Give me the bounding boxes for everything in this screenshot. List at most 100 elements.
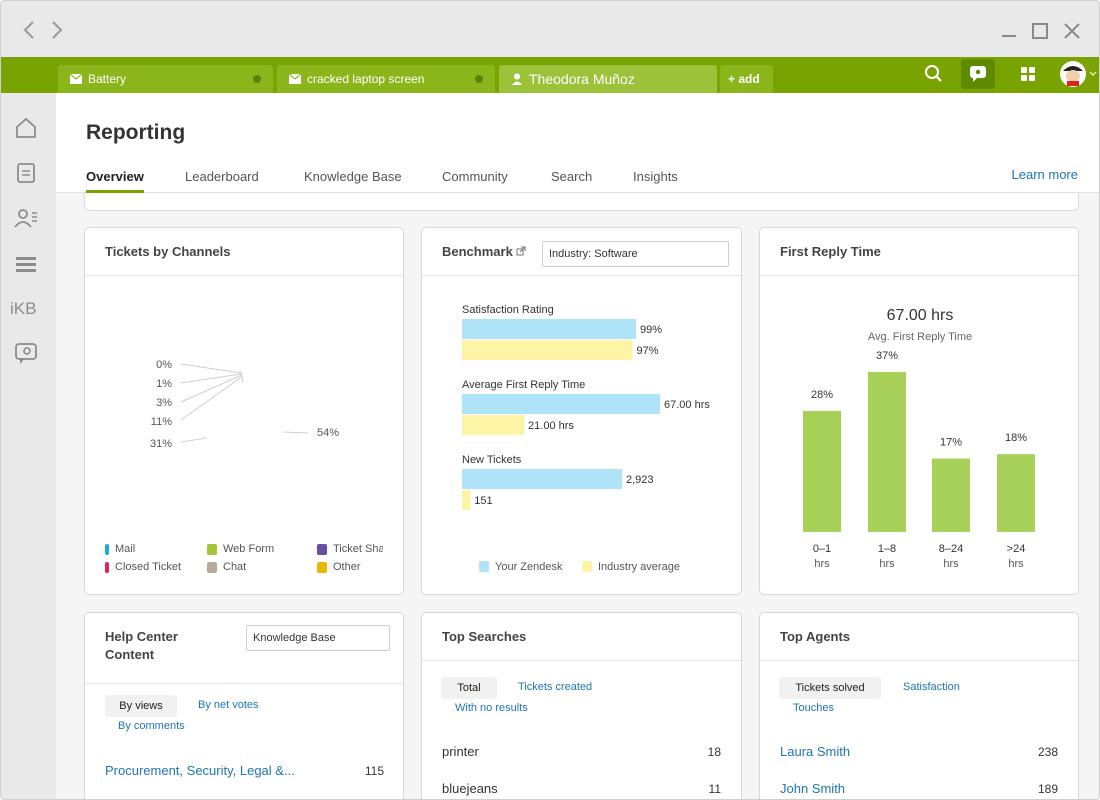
pie-leader-line: [180, 437, 208, 443]
first-reply-time-bar: [868, 372, 906, 532]
tickets-created-link[interactable]: Tickets created: [518, 681, 593, 693]
help-center-select[interactable]: Knowledge Base: [246, 625, 390, 651]
chat-icon[interactable]: [961, 59, 995, 89]
card-header: Top Searches: [422, 613, 741, 661]
first-reply-time-value-label: 28%: [811, 389, 833, 401]
apps-grid-icon[interactable]: [1011, 59, 1045, 89]
pie-leader-line: [180, 363, 242, 374]
first-reply-time-category-unit: hrs: [943, 558, 959, 570]
tab-search[interactable]: Search: [551, 169, 593, 184]
minimize-icon[interactable]: [999, 21, 1019, 41]
benchmark-category-label: Average First Reply Time: [462, 379, 585, 391]
external-link-icon[interactable]: [516, 246, 526, 256]
by-comments-link[interactable]: By comments: [118, 720, 185, 732]
first-reply-time-bar: [997, 454, 1035, 532]
legend-label-chat: Chat: [223, 561, 247, 573]
main-content: Reporting Overview Leaderboard Knowledge…: [56, 93, 1099, 799]
tab-label: cracked laptop screen: [307, 72, 425, 86]
tab-status-dot: [253, 75, 261, 83]
home-icon[interactable]: [13, 116, 39, 140]
tickets-solved-button[interactable]: Tickets solved: [779, 677, 881, 699]
search-term: bluejeans: [442, 781, 498, 796]
benchmark-category-label: Satisfaction Rating: [462, 304, 554, 316]
tab-knowledge-base[interactable]: Knowledge Base: [304, 169, 402, 184]
tickets-by-channels-card: Tickets by Channels 0% 1% 3% 11% 31% 54% Mail…: [84, 227, 404, 595]
by-views-button[interactable]: By views: [105, 695, 177, 717]
article-views: 115: [364, 764, 384, 778]
search-count: 11: [708, 782, 721, 796]
first-reply-time-category-unit: hrs: [879, 558, 895, 570]
ticket-tab-cracked-laptop-screen[interactable]: cracked laptop screen: [277, 65, 495, 93]
first-reply-time-category-label: >24: [1007, 543, 1026, 555]
total-button[interactable]: Total: [441, 677, 497, 699]
page-title: Reporting: [86, 121, 186, 144]
first-reply-time-category-unit: hrs: [1008, 558, 1024, 570]
collapsed-panel: [84, 193, 1079, 211]
legend-label-closed-ticket: Closed Ticket: [115, 561, 182, 573]
card-header: Help Center Content Knowledge Base: [85, 613, 403, 684]
search-icon[interactable]: [917, 59, 951, 89]
card-title: Help Center: [105, 629, 178, 644]
reporting-icon[interactable]: [13, 253, 39, 277]
top-searches-card: Top Searches Total Tickets created With …: [421, 612, 742, 799]
active-tab-indicator: [86, 190, 144, 193]
first-reply-time-category-label: 0–1: [813, 543, 831, 555]
tab-leaderboard[interactable]: Leaderboard: [185, 169, 259, 184]
mail-icon: [70, 74, 82, 84]
card-title: First Reply Time: [780, 244, 881, 259]
legend-label-industry-average: Industry average: [598, 561, 680, 573]
first-reply-time-value: 67.00 hrs: [886, 307, 954, 324]
with-no-results-link[interactable]: With no results: [455, 702, 528, 714]
article-link[interactable]: Procurement, Security, Legal &...: [105, 763, 295, 778]
forward-arrow-icon[interactable]: [49, 19, 65, 41]
legend-swatch-chat: [207, 562, 217, 573]
customers-icon[interactable]: [13, 206, 39, 230]
back-arrow-icon[interactable]: [21, 19, 37, 41]
views-icon[interactable]: [13, 161, 39, 185]
satisfaction-link[interactable]: Satisfaction: [903, 681, 960, 693]
card-header: First Reply Time: [760, 228, 1078, 276]
tab-insights[interactable]: Insights: [633, 169, 678, 184]
first-reply-time-value-label: 17%: [940, 436, 962, 448]
first-reply-time-value-label: 18%: [1005, 432, 1027, 444]
first-reply-time-bar: [803, 410, 841, 532]
knowledge-base-nav[interactable]: iKB: [10, 299, 37, 318]
learn-more-link[interactable]: Learn more: [1011, 167, 1078, 182]
pie-label: 11%: [151, 416, 172, 428]
tab-overview[interactable]: Overview: [86, 169, 144, 184]
benchmark-card: Benchmark Industry: Software Satisfactio…: [421, 227, 742, 595]
agent-count: 189: [1037, 782, 1058, 796]
avatar[interactable]: [1057, 59, 1099, 89]
benchmark-bar-industry-average: [462, 415, 525, 435]
benchmark-bar-your-zendesk: [462, 319, 636, 339]
agent-link[interactable]: John Smith: [780, 781, 846, 796]
add-tab-button[interactable]: + add: [720, 65, 773, 93]
legend-swatch-your-zendesk: [479, 561, 489, 572]
ticket-tab-battery[interactable]: Battery: [58, 65, 273, 93]
benchmark-value-label: 21.00 hrs: [528, 420, 574, 432]
by-net-votes-link[interactable]: By net votes: [198, 699, 259, 711]
tab-community[interactable]: Community: [442, 169, 508, 184]
user-icon: [512, 73, 522, 85]
touches-link[interactable]: Touches: [793, 702, 834, 714]
tab-label: Battery: [88, 72, 127, 86]
legend-swatch-industry-average: [582, 561, 592, 572]
agent-link[interactable]: Laura Smith: [780, 744, 851, 759]
legend-swatch-ticket-sharing: [317, 544, 327, 555]
industry-select[interactable]: Industry: Software: [542, 241, 729, 267]
maximize-icon[interactable]: [1030, 21, 1050, 41]
tab-status-dot: [475, 75, 483, 83]
legend-label-mail: Mail: [115, 543, 136, 555]
help-center-content-card: Help Center Content Knowledge Base By vi…: [84, 612, 404, 799]
benchmark-bar-industry-average: [462, 490, 471, 510]
benchmark-category-label: New Tickets: [462, 454, 522, 466]
search-term: printer: [442, 744, 479, 759]
legend-swatch-other: [317, 562, 327, 573]
pie-leader-line: [240, 370, 244, 384]
mail-icon: [289, 74, 301, 84]
first-reply-time-category-unit: hrs: [814, 558, 830, 570]
chat-nav-icon[interactable]: [13, 341, 39, 365]
close-icon[interactable]: [1062, 21, 1082, 41]
user-tab-theodora-munoz[interactable]: Theodora Muñoz: [499, 65, 717, 93]
first-reply-time-card: First Reply Time 67.00 hrs Avg. First Re…: [759, 227, 1079, 595]
